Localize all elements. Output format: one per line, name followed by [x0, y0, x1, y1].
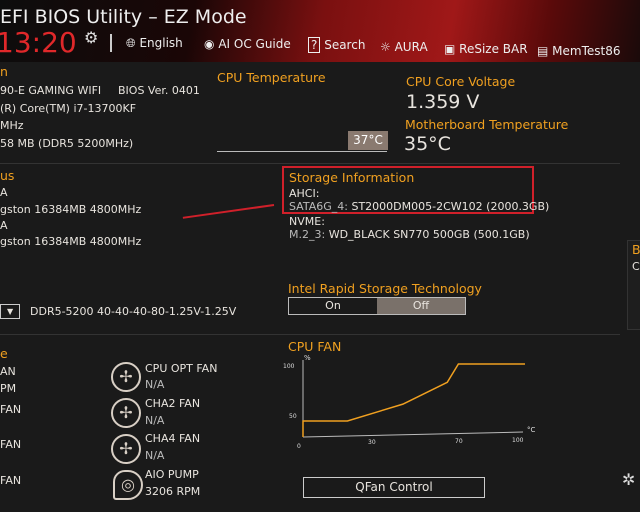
resize-bar-button[interactable]: ▣ ReSize BAR [444, 42, 528, 56]
nav-label: ReSize BAR [459, 42, 528, 56]
right-panel [627, 240, 640, 330]
nav-label: AI OC Guide [218, 37, 291, 51]
memtest-button[interactable]: ▤ MemTest86 [537, 44, 621, 58]
x-tick: 30 [368, 439, 376, 446]
nvme-device: M.2_3: WD_BLACK SN770 500GB (500.1GB) [289, 228, 530, 241]
question-icon: ? [308, 37, 321, 53]
board-name: 90-E GAMING WIFI [0, 84, 102, 97]
rst-on-option[interactable]: On [325, 299, 341, 312]
cpu-name: (R) Core(TM) i7-13700KF [0, 102, 137, 115]
y-unit: % [304, 354, 311, 362]
ahci-device: SATA6G_4: ST2000DM005-2CW102 (2000.3GB) [289, 200, 549, 213]
fan-icon: ✢ [111, 362, 141, 392]
fan-icon: ✢ [111, 398, 141, 428]
xmp-profile: DDR5-5200 40-40-40-80-1.25V-1.25V [30, 305, 237, 318]
fan-name: CPU OPT FAN [145, 362, 218, 375]
cpu-temp-label: CPU Temperature [217, 70, 326, 85]
divider [0, 334, 620, 335]
fan-name: AN [0, 365, 16, 378]
divider [0, 163, 620, 164]
fan-speed: N/A [145, 449, 165, 462]
fan-speed: PM [0, 382, 17, 395]
fan-name: FAN [0, 438, 22, 451]
ai-oc-guide-button[interactable]: ◉ AI OC Guide [204, 37, 291, 51]
x-tick: 70 [455, 438, 463, 445]
memtest-icon: ▤ [537, 44, 549, 58]
cpu-temp-bar [217, 151, 387, 152]
rst-toggle[interactable]: On Off [288, 297, 466, 315]
cpu-fan-curve-chart[interactable]: % 100 50 0 30 70 100 °C [280, 350, 550, 475]
fan-profile-heading: e [0, 346, 8, 361]
fan-speed: N/A [145, 414, 165, 427]
fan-icon: ✢ [111, 434, 141, 464]
y-tick: 100 [283, 363, 295, 370]
storage-highlight-box [282, 166, 534, 214]
fan-name: CHA4 FAN [145, 432, 201, 445]
rst-off-option[interactable]: Off [377, 298, 465, 314]
nav-label: Search [324, 38, 366, 52]
nav-label: English [139, 36, 183, 50]
cpu-voltage-value: 1.359 V [406, 91, 480, 113]
nav-label: AURA [394, 40, 428, 54]
x-axis [302, 431, 524, 438]
settings-gear-icon[interactable]: ⚙ [84, 28, 99, 47]
dram-slot: A [0, 186, 8, 199]
aura-button[interactable]: ☼ AURA [380, 40, 428, 54]
device: ST2000DM005-2CW102 (2000.3GB) [351, 200, 550, 213]
nav-label: MemTest86 [552, 44, 621, 58]
fan-curve-line[interactable] [302, 363, 525, 437]
qfan-control-button[interactable]: QFan Control [303, 477, 485, 498]
divider [110, 34, 112, 52]
y-tick: 50 [289, 413, 297, 420]
memory-total: 58 MB (DDR5 5200MHz) [0, 137, 134, 150]
fan-name: FAN [0, 474, 22, 487]
dram-heading: us [0, 168, 15, 183]
clock[interactable]: 13:20 [0, 26, 77, 59]
fan-name: FAN [0, 403, 22, 416]
y-tick: 0 [297, 443, 301, 450]
nvme-label: NVME: [289, 215, 325, 228]
pump-icon: ◎ [113, 470, 143, 500]
dram-module: gston 16384MB 4800MHz [0, 235, 142, 248]
fan-name: AIO PUMP [145, 468, 199, 481]
resize-bar-icon: ▣ [444, 42, 456, 56]
xmp-dropdown[interactable]: ▼ [0, 304, 20, 319]
storage-label: Storage Information [289, 170, 415, 185]
info-heading: n [0, 64, 8, 79]
fan-speed: 3206 RPM [145, 485, 201, 498]
bios-version: BIOS Ver. 0401 [118, 84, 200, 97]
dram-slot: A [0, 219, 8, 232]
rst-label: Intel Rapid Storage Technology [288, 281, 482, 296]
annotation-arrow [182, 204, 275, 219]
cpu-temp-value: 37°C [348, 131, 388, 150]
mb-temp-value: 35°C [404, 133, 451, 155]
fan-name: CHA2 FAN [145, 397, 201, 410]
device: WD_BLACK SN770 500GB (500.1GB) [328, 228, 530, 241]
globe-icon: 🌐︎ [126, 36, 136, 50]
cpu-fan-label: CPU FAN [288, 339, 342, 354]
settings-icon[interactable]: ✲ [622, 470, 636, 489]
x-tick: 100 [512, 437, 524, 444]
right-panel-heading: B [632, 242, 640, 257]
ai-icon: ◉ [204, 37, 215, 51]
fan-speed: N/A [145, 378, 165, 391]
dram-module: gston 16384MB 4800MHz [0, 203, 142, 216]
mb-temp-label: Motherboard Temperature [405, 117, 569, 132]
app-title: EFI BIOS Utility – EZ Mode [0, 6, 247, 28]
cpu-voltage-label: CPU Core Voltage [406, 74, 516, 89]
ahci-label: AHCI: [289, 187, 320, 200]
port: M.2_3: [289, 228, 326, 241]
right-panel-text: Cl [632, 260, 640, 273]
chevron-down-icon: ▼ [7, 307, 14, 316]
language-button[interactable]: 🌐︎ English [126, 36, 183, 51]
cpu-speed: MHz [0, 119, 24, 132]
search-button[interactable]: ? Search [308, 37, 366, 53]
header-banner [0, 0, 640, 62]
x-unit: °C [527, 426, 536, 434]
aura-icon: ☼ [380, 40, 391, 54]
port: SATA6G_4: [289, 200, 348, 213]
